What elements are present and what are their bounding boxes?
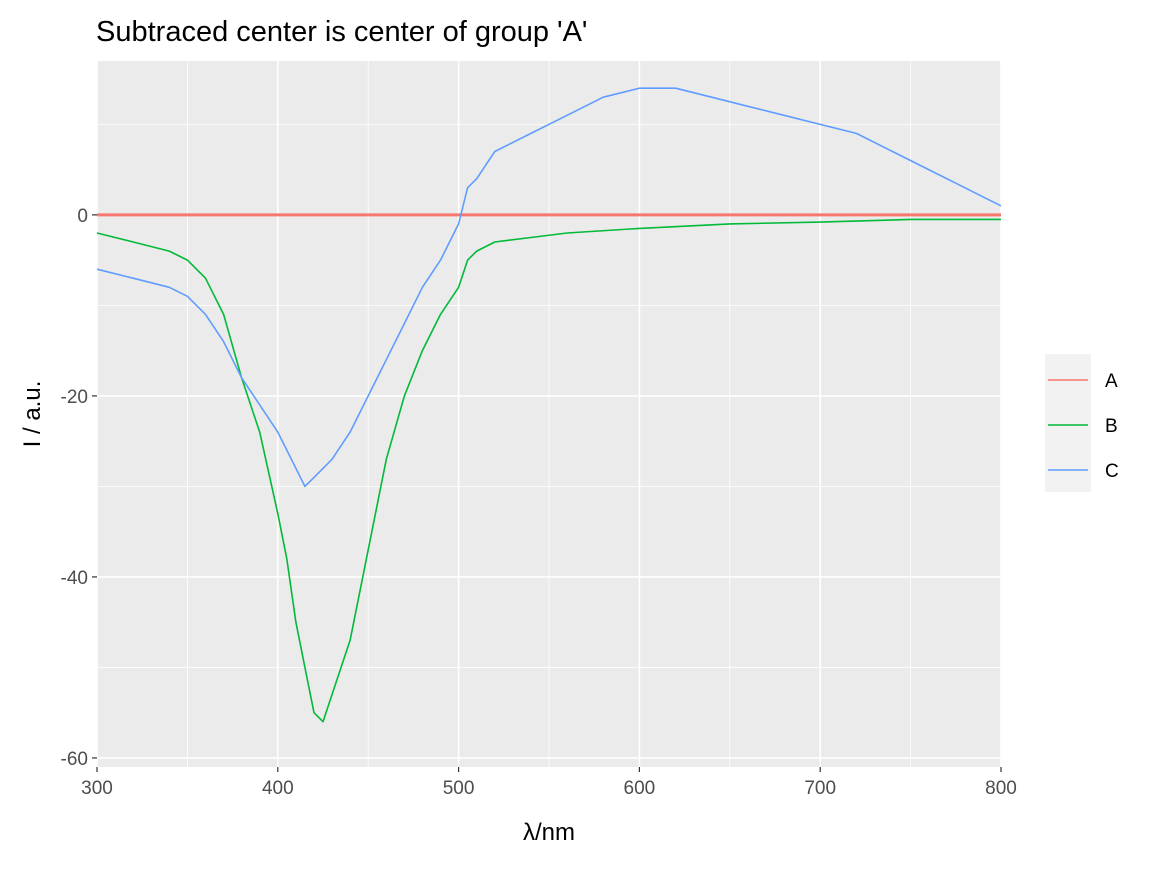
- grid-minor: [97, 61, 1001, 767]
- x-tick-label: 800: [985, 778, 1017, 799]
- y-tick-label: -40: [61, 568, 88, 589]
- legend-label-a: A: [1105, 371, 1118, 392]
- y-tick-label: -60: [61, 749, 88, 770]
- series-line-c: [96, 87, 1002, 488]
- x-tick-label: 300: [81, 778, 113, 799]
- y-tick-label: -20: [61, 387, 88, 408]
- y-axis: 0 -20 -40 -60: [61, 206, 97, 770]
- y-tick-label: 0: [77, 206, 88, 227]
- chart-title: Subtraced center is center of group 'A': [96, 16, 587, 48]
- series-line-b: [96, 218, 1001, 723]
- legend-label-c: C: [1105, 461, 1119, 482]
- legend-label-b: B: [1105, 416, 1118, 437]
- series-layer: [96, 87, 1002, 723]
- x-tick-label: 400: [262, 778, 294, 799]
- y-axis-title: I / a.u.: [19, 381, 46, 448]
- x-axis-title: λ/nm: [523, 819, 575, 846]
- legend-key-background: [1045, 354, 1091, 492]
- x-tick-label: 700: [804, 778, 836, 799]
- legend: A B C: [1045, 354, 1119, 492]
- x-tick-label: 500: [443, 778, 475, 799]
- x-tick-label: 600: [624, 778, 656, 799]
- x-axis: 300 400 500 600 700 800: [81, 767, 1017, 799]
